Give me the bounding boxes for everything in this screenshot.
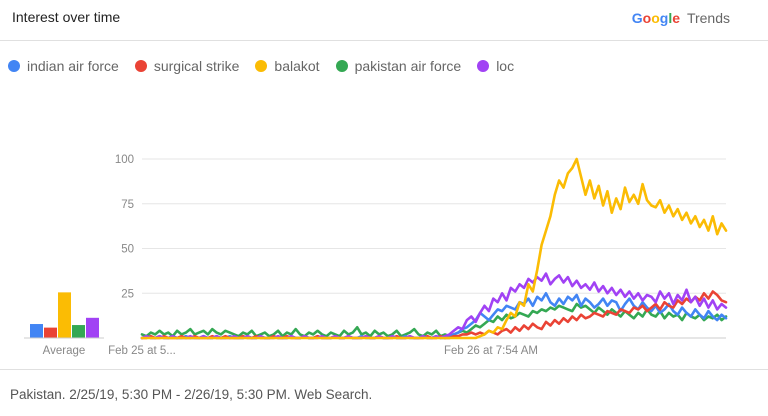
google-trends-logo: Google Trends [632,10,730,26]
legend-label: surgical strike [153,58,240,74]
series-line-loc [140,272,728,340]
legend-label: balakot [274,58,320,74]
header-divider [0,40,768,41]
legend-label: pakistan air force [354,58,462,74]
legend-dot-yellow [255,60,268,72]
y-tick-label: 100 [115,154,134,166]
y-tick-label: 75 [121,199,134,211]
x-tick-label: Feb 25 at 5... [108,345,176,357]
average-label: Average [43,345,86,357]
legend-dot-green [335,60,348,72]
legend: indian air force surgical strike balakot… [8,56,530,76]
footer-divider [0,369,768,370]
series-line-balakot [140,157,728,340]
y-tick-label: 25 [121,288,134,300]
legend-item-balakot[interactable]: balakot [255,58,320,74]
legend-item-surgical-strike[interactable]: surgical strike [134,58,240,74]
legend-label: loc [496,58,515,74]
legend-item-pakistan-air-force[interactable]: pakistan air force [335,58,462,74]
average-bar-pakistan-air-force [72,325,85,338]
average-bar-balakot [58,292,71,338]
trends-wordmark: Trends [686,10,730,26]
chart-title: Interest over time [12,9,121,25]
legend-item-loc[interactable]: loc [477,58,514,74]
interest-over-time-chart: 100 75 50 25 Feb 25 at 5... Feb 26 at 7:54 AM… [24,154,728,357]
legend-dot-red [134,60,147,72]
google-wordmark: Google [631,10,681,26]
legend-dot-purple [477,60,490,72]
footer-caption: Pakistan. 2/25/19, 5:30 PM - 2/26/19, 5:… [10,387,373,402]
legend-dot-blue [8,60,20,72]
chart-header: Interest over time Google Trends [0,0,768,40]
x-tick-label: Feb 26 at 7:54 AM [444,345,538,357]
average-bar-indian-air-force [30,324,43,338]
legend-item-indian-air-force[interactable]: indian air force [8,58,119,74]
series-line-pakistan-air-force [140,302,728,338]
legend-label: indian air force [27,58,119,74]
average-bar-loc [86,317,99,338]
y-tick-label: 50 [121,244,134,256]
average-bar-surgical-strike [44,327,57,338]
